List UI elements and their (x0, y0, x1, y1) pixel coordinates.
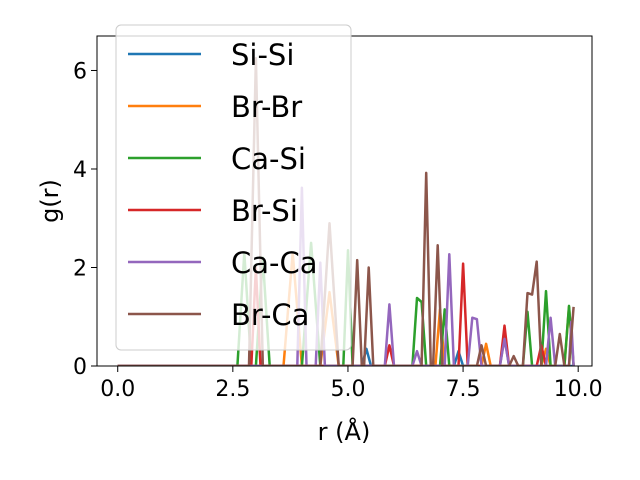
y-tick-label: 4 (73, 158, 87, 183)
x-axis-label: r (Å) (318, 417, 371, 446)
legend-label-br-br: Br-Br (231, 90, 302, 124)
x-tick-label: 5.0 (330, 377, 365, 402)
legend-label-ca-ca: Ca-Ca (231, 246, 318, 280)
x-tick-label: 2.5 (215, 377, 250, 402)
legend-label-si-si: Si-Si (231, 38, 294, 72)
x-tick-label: 10.0 (554, 377, 603, 402)
legend-label-br-ca: Br-Ca (231, 298, 309, 332)
y-tick-label: 6 (73, 59, 87, 84)
legend-label-br-si: Br-Si (231, 194, 298, 228)
x-axis: 0.0 2.5 5.0 7.5 10.0 (100, 366, 603, 402)
x-tick-label: 7.5 (446, 377, 481, 402)
legend-label-ca-si: Ca-Si (231, 142, 306, 176)
legend: Si-Si Br-Br Ca-Si Br-Si Ca-Ca Br-Ca (115, 24, 352, 351)
y-tick-label: 0 (73, 355, 87, 380)
y-axis-label: g(r) (36, 179, 64, 223)
y-tick-label: 2 (73, 256, 87, 281)
x-tick-label: 0.0 (100, 377, 135, 402)
series-line-si-si (117, 347, 574, 366)
y-axis: 0 2 4 6 (73, 59, 97, 380)
